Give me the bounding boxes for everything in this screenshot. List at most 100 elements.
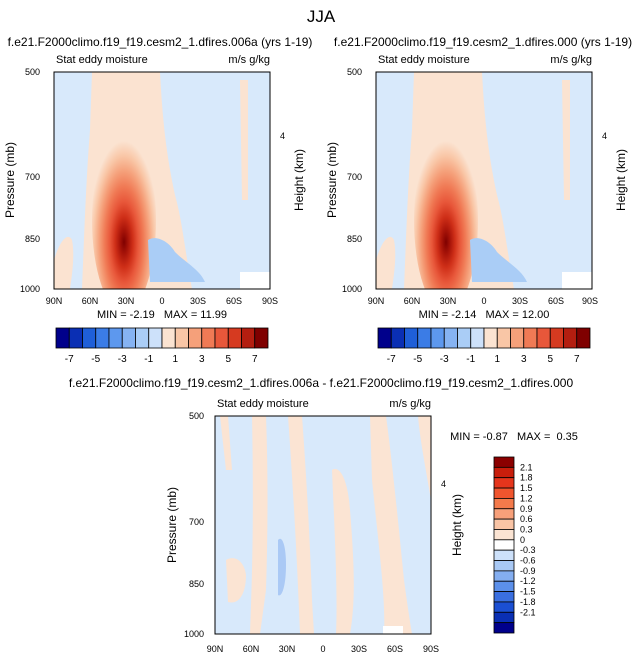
colorbar-label: -1.2	[520, 576, 536, 586]
colorbar-swatch	[121, 327, 136, 349]
colorbar-label: -0.3	[520, 545, 536, 555]
colorbar-swatch	[493, 539, 515, 551]
colorbar-swatch	[493, 549, 515, 561]
panel-c-frame	[214, 415, 432, 635]
panel-b-blue-patch	[470, 238, 527, 282]
colorbar-label: 5	[225, 354, 231, 365]
colorbar-swatch	[201, 327, 216, 349]
panel-b-xtick: 0	[481, 296, 486, 306]
panel-b-ytick: 1000	[342, 284, 362, 294]
panel-a-ytick: 850	[25, 234, 40, 244]
colorbar-swatch	[493, 466, 515, 479]
panel-a-peach-left	[54, 236, 74, 289]
colorbar-swatch	[493, 622, 515, 634]
colorbar-label: 3	[521, 354, 527, 365]
panel-b-title: f.e21.F2000climo.f19_f19.cesm2_1.dfires.…	[334, 35, 632, 49]
colorbar-label: 0	[520, 535, 525, 545]
colorbar-label: 7	[252, 354, 258, 365]
panel-b-left-string: Stat eddy moisture	[378, 54, 470, 66]
panel-a-ytick-right: 4	[280, 131, 285, 141]
colorbar-label: -0.6	[520, 556, 536, 566]
colorbar-swatch	[68, 327, 83, 349]
panel-c-peach-band	[250, 416, 268, 634]
figure-title: JJA	[307, 7, 336, 26]
panel-b: f.e21.F2000climo.f19_f19.cesm2_1.dfires.…	[325, 35, 632, 321]
panel-b-warm-core	[414, 128, 478, 289]
colorbar-swatch	[148, 327, 163, 349]
colorbar-swatch	[108, 327, 123, 349]
panel-c-xtick: 30N	[279, 644, 296, 654]
colorbar-swatch	[404, 327, 419, 349]
colorbar-label: -3	[118, 354, 127, 365]
colorbar-swatch	[241, 327, 256, 349]
colorbar-label: 0.9	[520, 504, 533, 514]
panel-a-peach-right	[240, 80, 248, 200]
panel-c-peach-band	[332, 469, 354, 634]
panel-b-ylabel: Pressure (mb)	[325, 142, 339, 218]
colorbar-swatch	[254, 327, 269, 349]
colorbar-label: -3	[440, 354, 449, 365]
panel-b-xtick: 60S	[548, 296, 564, 306]
colorbar-label: -5	[91, 354, 100, 365]
colorbar-swatch	[493, 477, 515, 489]
panel-c-ytick: 500	[189, 411, 204, 421]
colorbar-label: -7	[387, 354, 396, 365]
panel-b-peach-right	[562, 80, 570, 200]
panel-a-xtick: 30S	[190, 296, 206, 306]
colorbar-label: -7	[65, 354, 74, 365]
colorbar-a: -7 -5 -3 -1 1 3 5 7	[55, 327, 269, 365]
colorbar-label: 1.8	[520, 473, 533, 483]
panel-a-xtick: 30N	[118, 296, 135, 306]
colorbar-swatch	[135, 327, 150, 349]
panel-a-plot-area	[54, 72, 270, 289]
colorbar-swatch	[493, 529, 515, 541]
panel-b-stats: MIN = -2.14 MAX = 12.00	[419, 309, 550, 321]
colorbar-label: 0.3	[520, 524, 533, 534]
panel-a-right-string: m/s g/kg	[228, 54, 270, 66]
panel-a-xtick: 60S	[226, 296, 242, 306]
colorbar-swatch	[493, 580, 515, 592]
colorbar-b: -7 -5 -3 -1 1 3 5 7	[377, 327, 591, 365]
panel-b-ytick-right: 4	[602, 131, 607, 141]
panel-c-blue-patch	[278, 538, 286, 596]
panel-b-xtick: 30S	[512, 296, 528, 306]
colorbar-label: 1	[172, 354, 178, 365]
panel-c-ytick: 1000	[184, 629, 204, 639]
colorbar-swatch	[430, 327, 445, 349]
panel-b-xtick: 30N	[440, 296, 457, 306]
panel-c-white-corner	[383, 626, 403, 634]
panel-c-ylabel: Pressure (mb)	[165, 487, 179, 563]
panel-c-ytick: 850	[189, 579, 204, 589]
colorbar-swatch	[227, 327, 242, 349]
panel-b-frame	[375, 71, 593, 290]
colorbar-label: 1	[494, 354, 500, 365]
panel-c-ylabel-right: Height (km)	[450, 494, 464, 556]
colorbar-label: -1	[466, 354, 475, 365]
colorbar-label: 7	[574, 354, 580, 365]
colorbar-swatch	[443, 327, 458, 349]
panel-c-peach-band	[370, 416, 412, 634]
panel-a-xtick: 60N	[82, 296, 99, 306]
panel-a-xtick: 90N	[46, 296, 63, 306]
colorbar-label: 0.6	[520, 514, 533, 524]
panel-a-ytick: 700	[25, 172, 40, 182]
colorbar-label: -0.9	[520, 566, 536, 576]
colorbar-label: 2.1	[520, 462, 533, 472]
panel-b-white-corner	[562, 272, 592, 289]
panel-c-title: f.e21.F2000climo.f19_f19.cesm2_1.dfires.…	[69, 376, 574, 390]
panel-a-xtick: 0	[159, 296, 164, 306]
colorbar-label: -2.1	[520, 607, 536, 617]
colorbar-label: 3	[199, 354, 205, 365]
panel-b-ytick: 500	[347, 67, 362, 77]
colorbar-swatch	[377, 327, 392, 349]
colorbar-swatch	[510, 327, 525, 349]
panel-b-ytick: 850	[347, 234, 362, 244]
panel-c-peach-band	[220, 416, 232, 470]
panel-c-peach-band	[418, 416, 431, 500]
panel-a-ytick: 500	[25, 67, 40, 77]
colorbar-swatch	[483, 327, 498, 349]
panel-a-ylabel: Pressure (mb)	[3, 142, 17, 218]
colorbar-swatch	[523, 327, 538, 349]
colorbar-swatch	[214, 327, 229, 349]
panel-a-stats: MIN = -2.19 MAX = 11.99	[97, 309, 227, 321]
